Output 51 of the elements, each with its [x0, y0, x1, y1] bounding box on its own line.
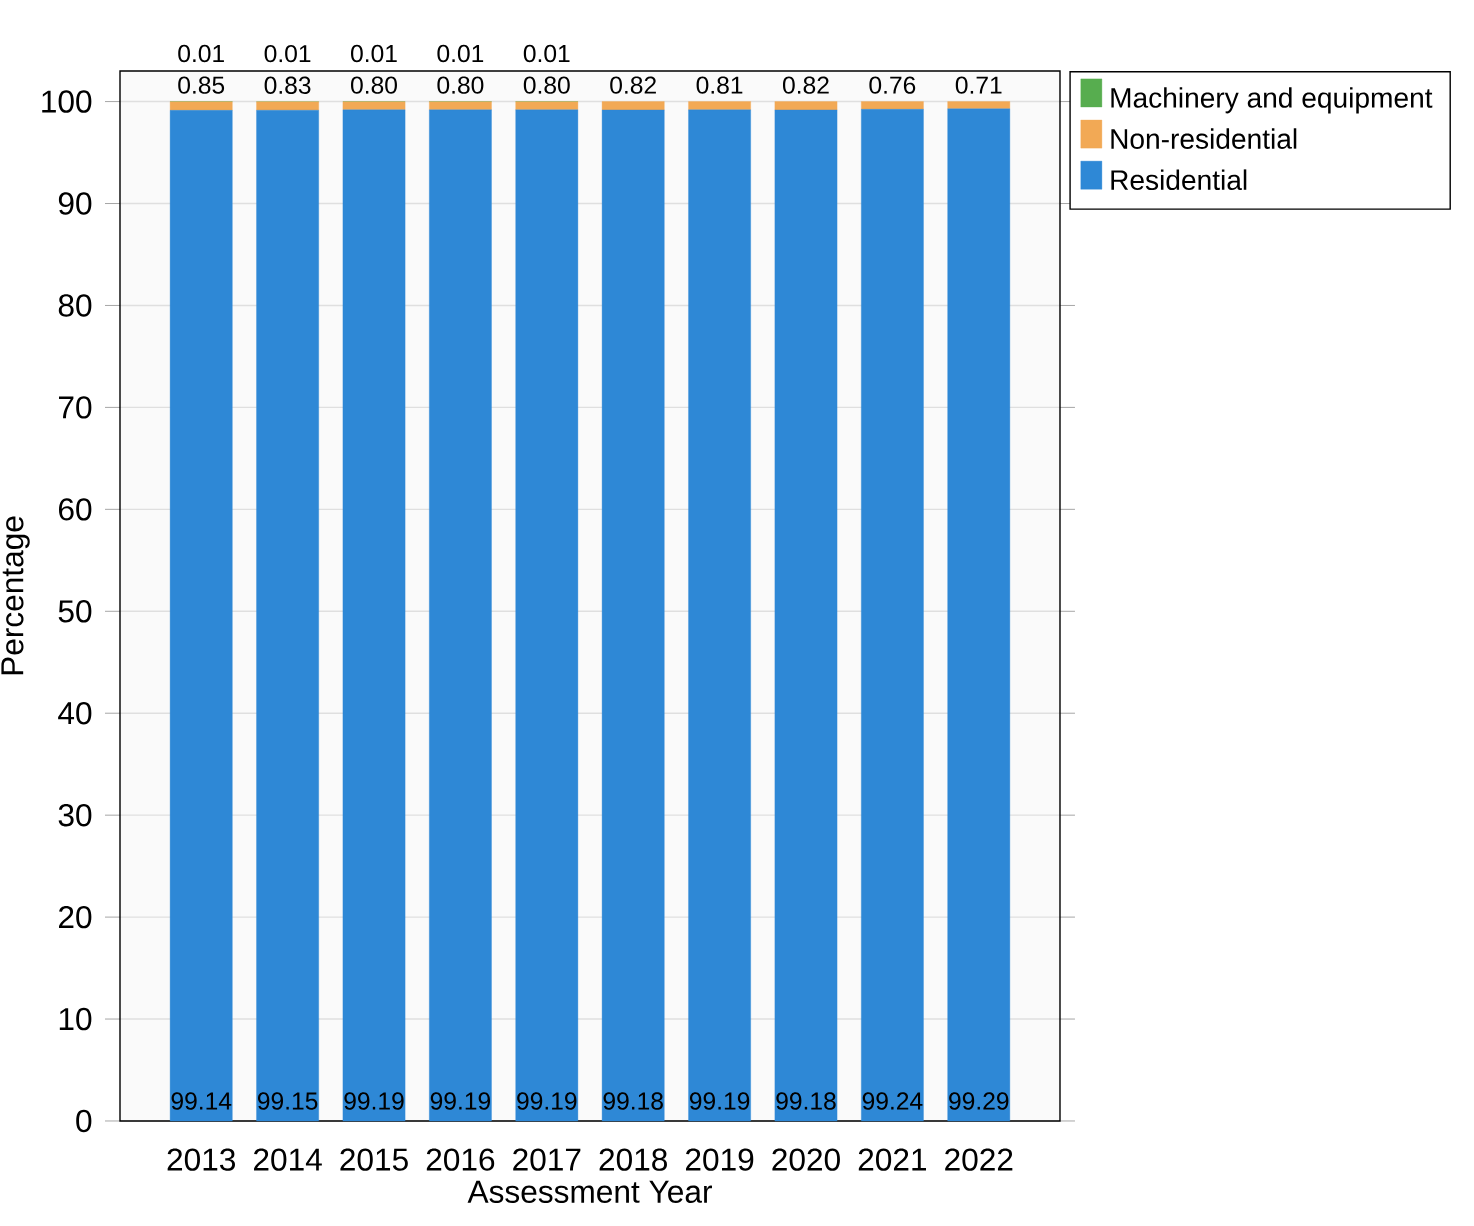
- data-label: 0.82: [782, 76, 829, 94]
- x-tick-label: 2014: [254, 1148, 322, 1171]
- y-tick-label: 90: [58, 192, 92, 215]
- y-tick-label: 10: [59, 1007, 92, 1031]
- y-tick-label: 0: [76, 1109, 92, 1133]
- data-label: 0.80: [523, 76, 570, 94]
- data-label: 99.29: [949, 1092, 1009, 1110]
- data-label: 99.19: [517, 1092, 577, 1110]
- x-tick-label: 2015: [340, 1148, 408, 1171]
- data-label: 0.01: [437, 44, 484, 63]
- data-label: 0.01: [178, 44, 224, 63]
- data-label: 99.19: [344, 1092, 404, 1110]
- x-axis-title: Assessment Year: [467, 1180, 712, 1203]
- y-tick-label: 50: [58, 600, 92, 623]
- y-tick-label: 80: [58, 294, 92, 317]
- data-label: 0.81: [696, 76, 743, 94]
- data-label: 99.14: [171, 1092, 232, 1110]
- y-tick-label: 30: [58, 803, 92, 827]
- y-tick-label: 20: [59, 905, 92, 929]
- data-label: 99.19: [430, 1092, 491, 1110]
- x-tick-label: 2021: [858, 1148, 926, 1171]
- data-label: 0.01: [351, 44, 397, 63]
- data-label: 99.24: [862, 1092, 923, 1110]
- x-tick-label: 2020: [772, 1148, 840, 1171]
- data-label: 99.19: [689, 1092, 750, 1110]
- data-label: 0.71: [955, 76, 1002, 94]
- y-tick-label: 60: [59, 498, 92, 521]
- data-label: 99.15: [257, 1092, 318, 1110]
- data-label: 0.76: [869, 76, 916, 94]
- data-label: 0.83: [264, 76, 311, 94]
- data-label: 0.01: [264, 44, 311, 63]
- data-label: 0.82: [610, 76, 656, 94]
- data-label: 99.18: [776, 1092, 836, 1110]
- x-tick-label: 2022: [945, 1148, 1013, 1171]
- data-label: 99.18: [603, 1092, 663, 1110]
- legend-label: Non-residential: [1111, 128, 1297, 149]
- legend-label: Machinery and equipment: [1111, 87, 1433, 114]
- x-tick-label: 2018: [599, 1148, 667, 1171]
- y-tick-label: 40: [58, 702, 92, 725]
- legend-label: Residential: [1111, 169, 1247, 191]
- data-label: 0.80: [351, 76, 397, 94]
- x-tick-label: 2017: [513, 1148, 581, 1171]
- x-tick-label: 2019: [686, 1148, 754, 1171]
- x-tick-label: 2013: [167, 1148, 235, 1171]
- x-tick-label: 2016: [426, 1148, 495, 1171]
- data-label: 0.01: [523, 44, 570, 63]
- data-label: 0.85: [178, 76, 225, 94]
- y-axis-title: Percentage: [1, 516, 30, 675]
- data-label: 0.80: [437, 76, 484, 94]
- y-tick-label: 70: [59, 396, 92, 419]
- y-tick-label: 100: [42, 90, 92, 113]
